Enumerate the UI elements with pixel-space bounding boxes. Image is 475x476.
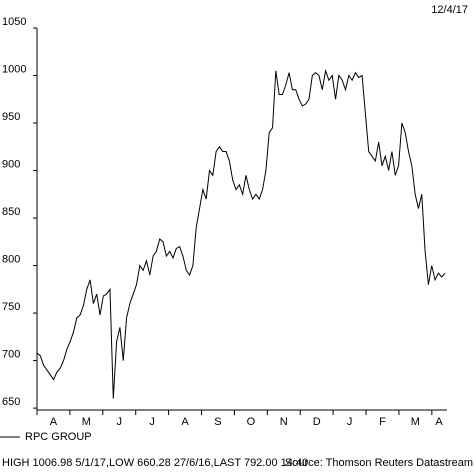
y-tick-label: 950 <box>2 111 20 123</box>
y-tick-label: 850 <box>2 206 20 218</box>
y-tick-label: 750 <box>2 301 20 313</box>
x-tick-label: A <box>435 416 443 428</box>
x-tick-label: M <box>82 416 91 428</box>
y-tick-label: 900 <box>2 158 20 170</box>
y-tick-label: 700 <box>2 348 20 360</box>
x-tick-label: F <box>379 416 386 428</box>
price-line <box>36 68 446 399</box>
footer: HIGH 1006.98 5/1/17,LOW 660.28 27/6/16,L… <box>2 457 308 469</box>
y-tick-label: 800 <box>2 253 20 265</box>
y-tick-label: 650 <box>2 396 20 408</box>
x-tick-label: J <box>347 416 353 428</box>
x-tick-label: O <box>247 416 256 428</box>
chart-date: 12/4/17 <box>431 4 468 16</box>
y-tick-label: 1050 <box>2 16 26 28</box>
legend-label: RPC GROUP <box>25 431 92 443</box>
x-tick-label: N <box>280 416 288 428</box>
x-tick-label: J <box>149 416 155 428</box>
y-tick-label: 1000 <box>2 63 26 75</box>
x-tick-label: A <box>181 416 189 428</box>
x-tick-label: J <box>117 416 123 428</box>
x-tick-label: M <box>411 416 420 428</box>
x-tick-label: A <box>50 416 58 428</box>
source: Source: Thomson Reuters Datastream <box>285 457 473 469</box>
x-tick-label: D <box>313 416 321 428</box>
x-tick-label: S <box>214 416 221 428</box>
